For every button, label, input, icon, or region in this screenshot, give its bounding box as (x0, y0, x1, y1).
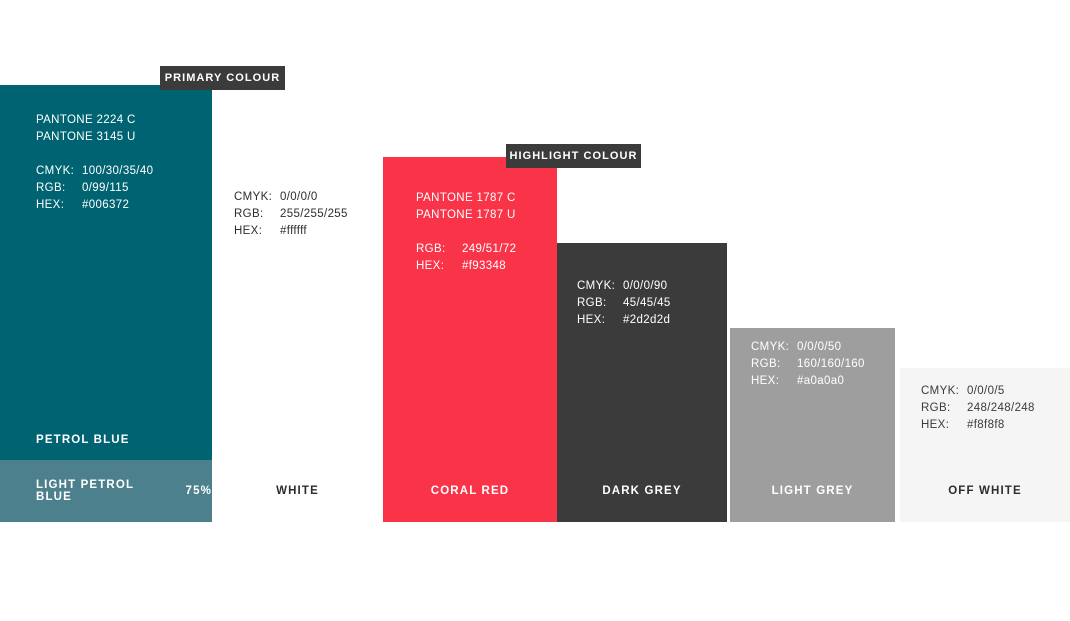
hex-key: HEX: (36, 199, 65, 211)
primary-colour-tag: PRIMARY COLOUR (160, 66, 285, 90)
hex-key: HEX: (751, 375, 780, 387)
namebar-coral-red: CORAL RED (383, 460, 557, 522)
light-grey-hex-row: HEX: #a0a0a0 (751, 373, 865, 390)
namebar-light-petrol-blue: LIGHT PETROL BLUE 75% (0, 460, 212, 522)
petrol-blue-hex-row: HEX: #006372 (36, 197, 153, 214)
light-grey-cmyk-row: CMYK: 0/0/0/50 (751, 339, 865, 356)
rgb-key: RGB: (234, 208, 264, 220)
white-rgb-row: RGB: 255/255/255 (234, 206, 348, 223)
namebar-dark-grey-label: DARK GREY (602, 485, 682, 497)
primary-colour-tag-label: PRIMARY COLOUR (164, 72, 281, 84)
hex-value: #f93348 (462, 260, 507, 272)
namebar-off-white: OFF WHITE (900, 460, 1070, 522)
namebar-white: WHITE (212, 460, 383, 522)
rgb-value: 0/99/115 (82, 182, 129, 194)
coral-red-info: PANTONE 1787 C PANTONE 1787 U RGB: 249/51… (416, 190, 516, 275)
highlight-colour-tag: HIGHLIGHT COLOUR (506, 144, 641, 168)
hex-key: HEX: (921, 419, 950, 431)
rgb-key: RGB: (577, 297, 607, 309)
namebar-white-label: WHITE (276, 485, 319, 497)
hex-key: HEX: (234, 225, 263, 237)
dark-grey-info: CMYK: 0/0/0/90 RGB: 45/45/45 HEX: #2d2d2d (577, 278, 671, 329)
rgb-value: 249/51/72 (462, 243, 517, 255)
swatch-petrol-blue (0, 85, 212, 460)
cmyk-value: 0/0/0/5 (967, 385, 1005, 397)
rgb-key: RGB: (416, 243, 446, 255)
off-white-rgb-row: RGB: 248/248/248 (921, 400, 1035, 417)
namebar-light-petrol-blue-percent: 75% (185, 485, 212, 497)
hex-value: #ffffff (280, 225, 307, 237)
off-white-hex-row: HEX: #f8f8f8 (921, 417, 1035, 434)
cmyk-value: 0/0/0/0 (280, 191, 318, 203)
cmyk-value: 0/0/0/50 (797, 341, 842, 353)
rgb-key: RGB: (921, 402, 951, 414)
white-cmyk-row: CMYK: 0/0/0/0 (234, 189, 348, 206)
off-white-info: CMYK: 0/0/0/5 RGB: 248/248/248 HEX: #f8f8f8 (921, 383, 1035, 434)
cmyk-value: 100/30/35/40 (82, 165, 154, 177)
rgb-value: 45/45/45 (623, 297, 671, 309)
hex-value: #f8f8f8 (967, 419, 1005, 431)
rgb-key: RGB: (751, 358, 781, 370)
coral-red-pantone-u: PANTONE 1787 U (416, 209, 516, 221)
rgb-value: 248/248/248 (967, 402, 1035, 414)
white-info: CMYK: 0/0/0/0 RGB: 255/255/255 HEX: #ffffff (234, 189, 348, 240)
hex-value: #a0a0a0 (797, 375, 845, 387)
coral-red-rgb-row: RGB: 249/51/72 (416, 241, 516, 258)
rgb-key: RGB: (36, 182, 66, 194)
dark-grey-rgb-row: RGB: 45/45/45 (577, 295, 671, 312)
cmyk-value: 0/0/0/90 (623, 280, 668, 292)
hex-value: #006372 (82, 199, 130, 211)
cmyk-key: CMYK: (234, 191, 273, 203)
hex-key: HEX: (416, 260, 445, 272)
light-grey-rgb-row: RGB: 160/160/160 (751, 356, 865, 373)
cmyk-key: CMYK: (36, 165, 75, 177)
hex-value: #2d2d2d (623, 314, 671, 326)
rgb-value: 160/160/160 (797, 358, 865, 370)
white-hex-row: HEX: #ffffff (234, 223, 348, 240)
cmyk-key: CMYK: (577, 280, 616, 292)
namebar-light-grey-label: LIGHT GREY (771, 485, 854, 497)
coral-red-hex-row: HEX: #f93348 (416, 258, 516, 275)
rgb-value: 255/255/255 (280, 208, 348, 220)
spacer (416, 224, 516, 241)
namebar-petrol-blue-label: PETROL BLUE (36, 434, 130, 446)
namebar-light-petrol-blue-label: LIGHT PETROL BLUE (36, 479, 134, 503)
petrol-blue-rgb-row: RGB: 0/99/115 (36, 180, 153, 197)
petrol-blue-pantone-c: PANTONE 2224 C (36, 114, 136, 126)
spacer (36, 146, 153, 163)
petrol-blue-pantone-u: PANTONE 3145 U (36, 131, 136, 143)
off-white-cmyk-row: CMYK: 0/0/0/5 (921, 383, 1035, 400)
namebar-light-grey: LIGHT GREY (730, 460, 895, 522)
hex-key: HEX: (577, 314, 606, 326)
namebar-petrol-blue: PETROL BLUE (0, 420, 212, 460)
cmyk-key: CMYK: (751, 341, 790, 353)
light-grey-info: CMYK: 0/0/0/50 RGB: 160/160/160 HEX: #a0a0a… (751, 339, 865, 390)
namebar-dark-grey: DARK GREY (557, 460, 727, 522)
petrol-blue-info: PANTONE 2224 C PANTONE 3145 U CMYK: 100/3… (36, 112, 153, 214)
namebar-coral-red-label: CORAL RED (430, 485, 510, 497)
dark-grey-hex-row: HEX: #2d2d2d (577, 312, 671, 329)
cmyk-key: CMYK: (921, 385, 960, 397)
coral-red-pantone-c: PANTONE 1787 C (416, 192, 516, 204)
dark-grey-cmyk-row: CMYK: 0/0/0/90 (577, 278, 671, 295)
namebar-off-white-label: OFF WHITE (948, 485, 1022, 497)
petrol-blue-cmyk-row: CMYK: 100/30/35/40 (36, 163, 153, 180)
highlight-colour-tag-label: HIGHLIGHT COLOUR (509, 150, 638, 162)
